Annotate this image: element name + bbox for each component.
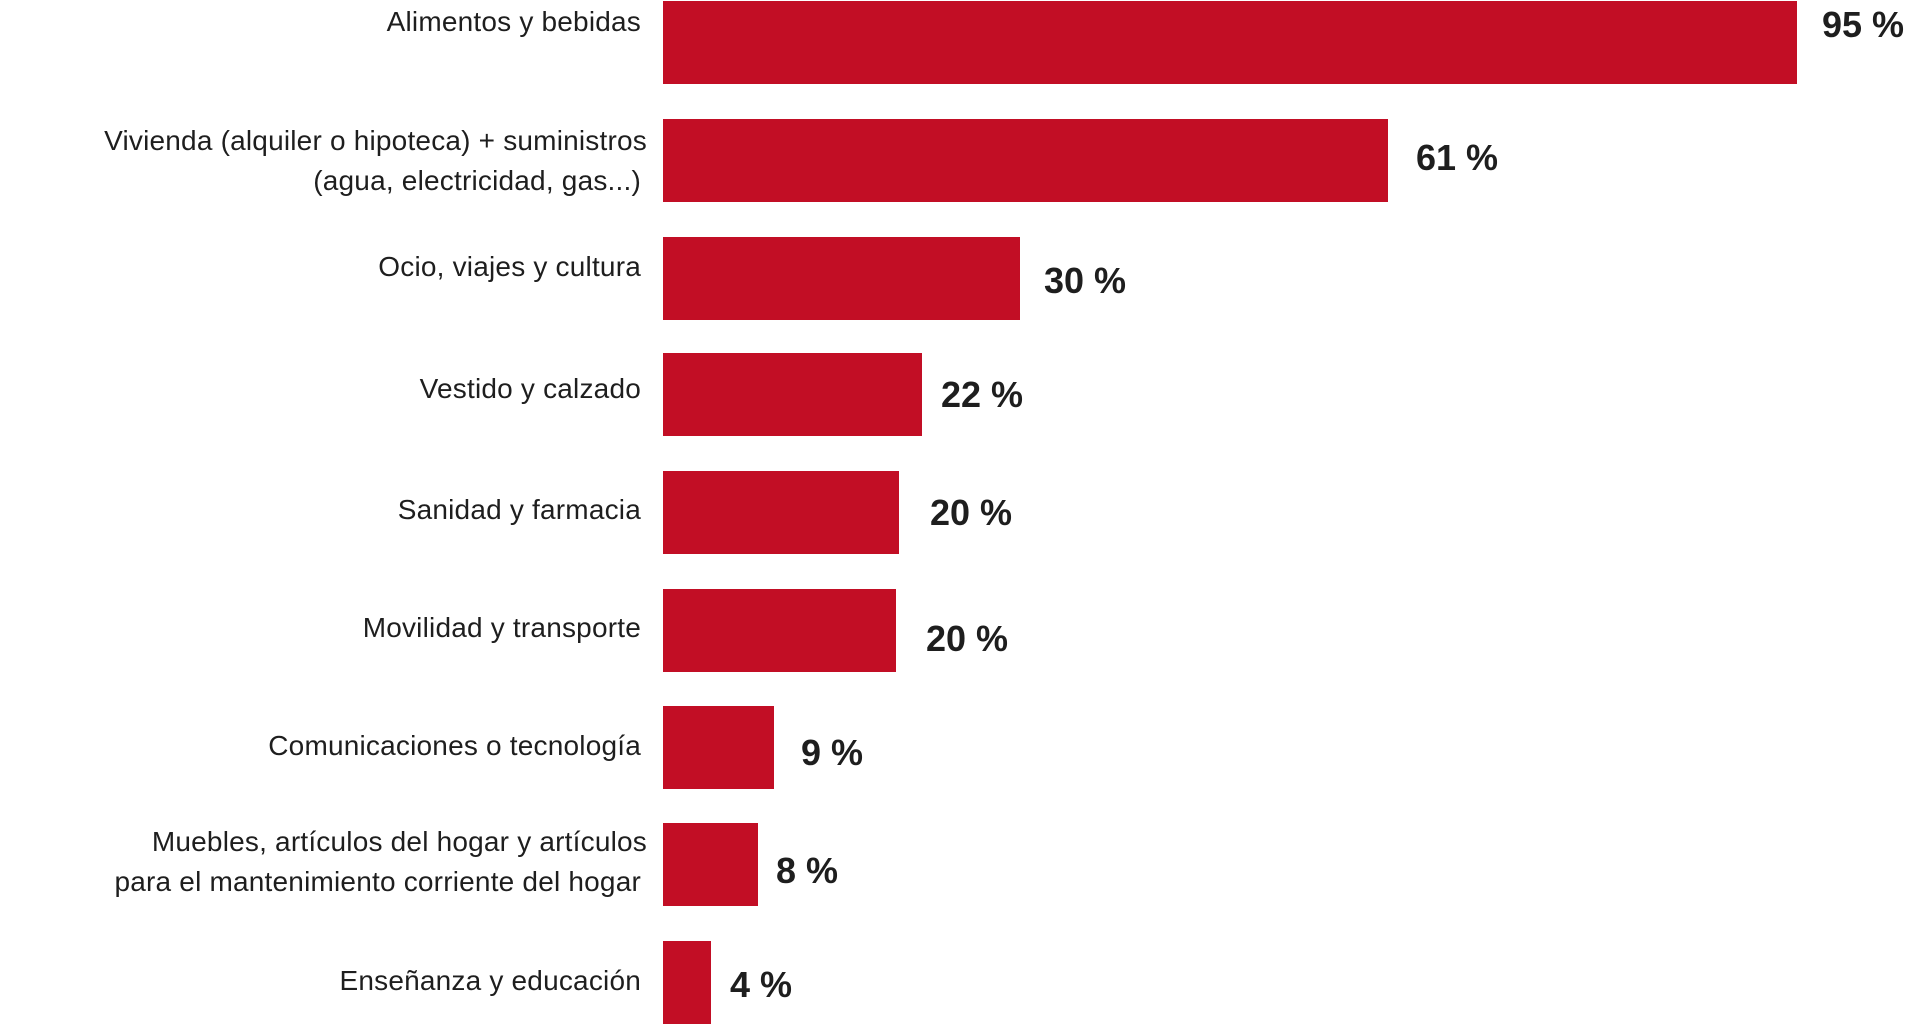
bar [663, 353, 922, 436]
bar-row-muebles: Muebles, artículos del hogar y artículos… [0, 823, 1913, 906]
value-label: 61 % [1416, 137, 1499, 178]
category-label-line: Enseñanza y educación [339, 965, 641, 996]
bar [663, 119, 1388, 202]
category-label: Comunicaciones o tecnología [268, 726, 641, 766]
bar [663, 823, 758, 906]
category-label-line: (agua, electricidad, gas...) [313, 165, 641, 196]
value-label: 30 % [1044, 260, 1127, 301]
category-label: Ocio, viajes y cultura [378, 247, 641, 287]
bar-row-sanidad: Sanidad y farmacia 20 % [0, 471, 1913, 554]
bar-row-vivienda: Vivienda (alquiler o hipoteca) + suminis… [0, 119, 1913, 202]
category-label-line: Comunicaciones o tecnología [268, 730, 641, 761]
category-label-line: Movilidad y transporte [362, 612, 641, 643]
value-label: 9 % [801, 732, 864, 773]
category-label: Vestido y calzado [420, 369, 641, 409]
value-label: 4 % [730, 964, 793, 1005]
category-label: Enseñanza y educación [339, 961, 641, 1001]
bar [663, 1, 1797, 84]
category-label: Movilidad y transporte [363, 608, 641, 648]
category-label: Muebles, artículos del hogar y artículos… [114, 822, 646, 902]
value-label: 95 % [1822, 4, 1905, 45]
bar [663, 471, 899, 554]
category-label-line: Muebles, artículos del hogar y artículos [151, 826, 647, 857]
category-label-line: Ocio, viajes y cultura [378, 251, 641, 282]
category-label: Vivienda (alquiler o hipoteca) + suminis… [104, 121, 647, 201]
bar [663, 589, 896, 672]
value-label: 20 % [926, 618, 1009, 659]
category-label-line: Alimentos y bebidas [386, 6, 641, 37]
bar-row-ocio: Ocio, viajes y cultura 30 % [0, 237, 1913, 320]
bar [663, 941, 711, 1024]
bar-row-movilidad: Movilidad y transporte 20 % [0, 589, 1913, 672]
category-label-line: Sanidad y farmacia [397, 494, 641, 525]
category-label: Sanidad y farmacia [398, 490, 641, 530]
bar-row-alimentos: Alimentos y bebidas 95 % [0, 1, 1913, 84]
bar [663, 237, 1020, 320]
bar-row-ensenanza: Enseñanza y educación 4 % [0, 941, 1913, 1024]
category-label-line: Vivienda (alquiler o hipoteca) + suminis… [104, 125, 647, 156]
bar-row-vestido: Vestido y calzado 22 % [0, 353, 1913, 436]
value-label: 22 % [941, 374, 1024, 415]
bar [663, 706, 774, 789]
value-label: 20 % [930, 492, 1013, 533]
category-label-line: para el mantenimiento corriente del hoga… [114, 866, 641, 897]
value-label: 8 % [776, 850, 839, 891]
category-label: Alimentos y bebidas [387, 2, 641, 42]
category-label-line: Vestido y calzado [419, 373, 641, 404]
bar-row-comunicaciones: Comunicaciones o tecnología 9 % [0, 706, 1913, 789]
